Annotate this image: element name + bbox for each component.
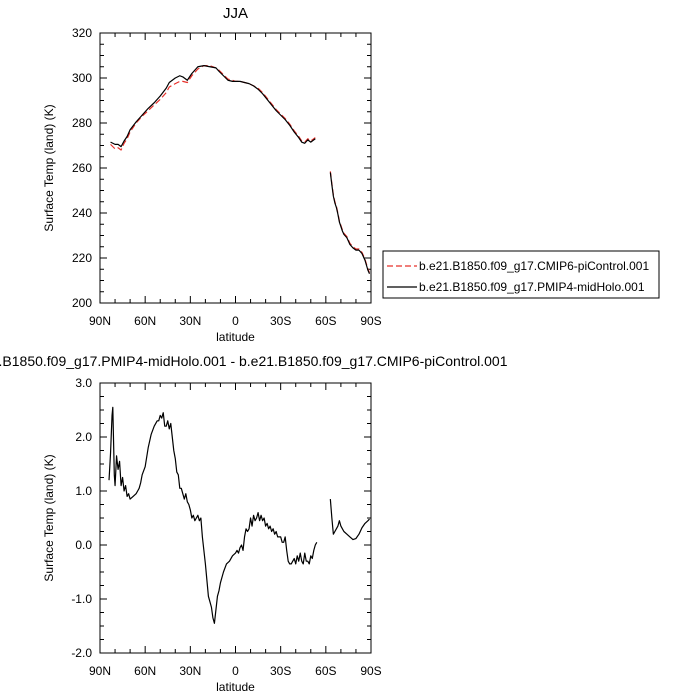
x-tick-label: 60S bbox=[315, 314, 336, 328]
y-axis-label: Surface Temp (land) (K) bbox=[42, 454, 56, 581]
y-tick-label: 260 bbox=[72, 161, 92, 175]
x-tick-label: 60N bbox=[134, 664, 156, 678]
x-tick-label: 0 bbox=[232, 314, 239, 328]
y-tick-label: -2.0 bbox=[71, 646, 92, 660]
x-tick-label: 0 bbox=[232, 664, 239, 678]
y-tick-label: 2.0 bbox=[75, 430, 92, 444]
legend-label-0: b.e21.B1850.f09_g17.CMIP6-piControl.001 bbox=[419, 259, 649, 273]
plot-frame bbox=[99, 382, 372, 654]
y-tick-label: 3.0 bbox=[75, 376, 92, 390]
series-1-line-segment-1 bbox=[329, 172, 371, 274]
y-tick-label: 0.0 bbox=[75, 538, 92, 552]
plot-frame bbox=[99, 32, 372, 304]
x-tick-label: 60S bbox=[315, 664, 336, 678]
x-tick-label: 90N bbox=[89, 664, 111, 678]
legend-label-1: b.e21.B1850.f09_g17.PMIP4-midHolo.001 bbox=[419, 280, 645, 294]
x-tick-label: 90N bbox=[89, 314, 111, 328]
series-0-line-segment-0 bbox=[110, 65, 316, 151]
chart-title: b.e21.B1850.f09_g17.PMIP4-midHolo.001 - … bbox=[0, 353, 508, 369]
x-axis-label: latitude bbox=[216, 330, 255, 344]
y-tick-label: 240 bbox=[72, 206, 92, 220]
bottom-panel-difference: 90N 60N 30N 0 30S 60S 90S -2.0 -1.0 0.0 1.0 2.0 3.0 l… bbox=[0, 353, 508, 694]
x-tick-label: 90S bbox=[360, 664, 381, 678]
x-tick-label: 90S bbox=[360, 314, 381, 328]
y-tick-label: 200 bbox=[72, 296, 92, 310]
y-tick-label: 280 bbox=[72, 116, 92, 130]
top-panel-temperature: 90N 60N 30N 0 30S 60S 90S 200 220 240 260 280 300 320… bbox=[42, 5, 382, 344]
series-0-line-segment-1 bbox=[329, 499, 370, 541]
x-tick-label: 30S bbox=[270, 314, 291, 328]
x-tick-label: 30S bbox=[270, 664, 291, 678]
series-0-line-segment-0 bbox=[108, 406, 318, 624]
y-tick-label: -1.0 bbox=[71, 592, 92, 606]
x-axis-label: latitude bbox=[216, 680, 255, 694]
y-tick-label: 300 bbox=[72, 71, 92, 85]
chart-title: JJA bbox=[223, 5, 248, 22]
y-tick-label: 1.0 bbox=[75, 484, 92, 498]
y-tick-label: 320 bbox=[72, 26, 92, 40]
legend: b.e21.B1850.f09_g17.CMIP6-piControl.001b… bbox=[382, 250, 660, 299]
y-tick-label: 220 bbox=[72, 251, 92, 265]
legend-box bbox=[382, 250, 660, 299]
x-tick-label: 30N bbox=[179, 664, 201, 678]
series-1-line-segment-0 bbox=[110, 65, 316, 148]
x-tick-label: 60N bbox=[134, 314, 156, 328]
y-axis-label: Surface Temp (land) (K) bbox=[42, 104, 56, 231]
x-tick-label: 30N bbox=[179, 314, 201, 328]
